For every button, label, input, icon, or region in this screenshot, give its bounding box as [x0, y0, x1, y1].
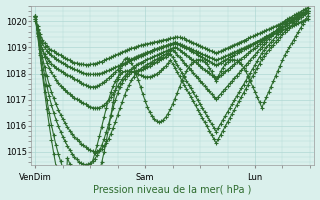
X-axis label: Pression niveau de la mer( hPa ): Pression niveau de la mer( hPa ): [93, 184, 252, 194]
